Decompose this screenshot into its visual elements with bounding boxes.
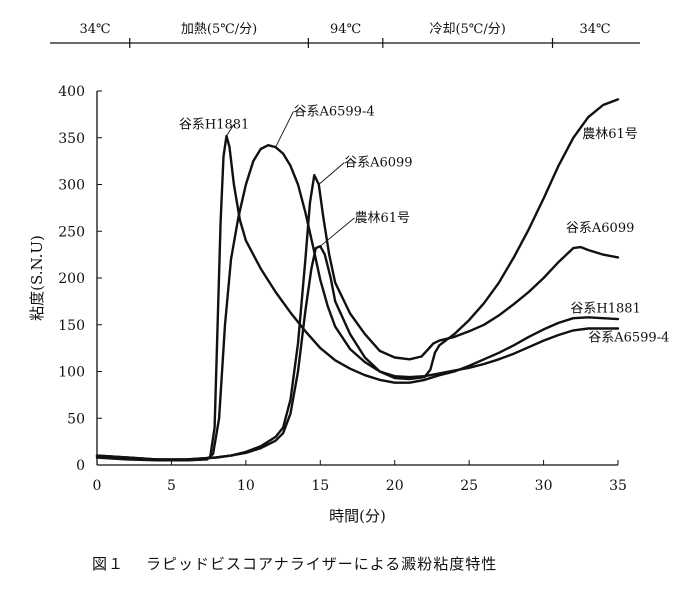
- series-line: [95, 98, 620, 461]
- axes: 0 50 100 150 200 250 300 350 400 0 5 10 15 20 25 30 35 時間…: [28, 84, 627, 525]
- x-tick-label: 30: [535, 478, 553, 494]
- y-tick-label: 400: [58, 84, 85, 100]
- x-tick-label: 10: [237, 478, 255, 494]
- y-tick-label: 300: [58, 178, 85, 194]
- x-axis-title: 時間(分): [329, 507, 386, 525]
- y-tick-label: 150: [58, 318, 85, 334]
- series-label: 農林61号: [355, 211, 411, 226]
- series-end-label: 谷系H1881: [570, 302, 640, 317]
- y-axis-title: 粘度(S.N.U): [28, 235, 46, 321]
- y-tick-label: 100: [58, 365, 85, 381]
- x-tick-label: 15: [311, 478, 329, 494]
- y-tick-label: 50: [67, 411, 85, 427]
- series-label-leader: [318, 162, 345, 185]
- figure-caption: 図１ ラピッドビスコアナライザーによる澱粉粘度特性: [92, 553, 497, 574]
- series-end-label: 谷系A6599-4: [588, 331, 669, 346]
- temperature-phase-label: 94℃: [330, 22, 361, 37]
- series-label-leader: [275, 111, 294, 148]
- viscosity-chart: 34℃ 加熱(5℃/分) 94℃ 冷却(5℃/分) 34℃ 05010015020025…: [28, 22, 669, 525]
- series-label-leader: [226, 124, 235, 137]
- series-line: [95, 143, 620, 462]
- temperature-phase-label: 34℃: [579, 22, 610, 37]
- series-label: 谷系H1881: [179, 117, 249, 132]
- x-tick-label: 5: [167, 478, 176, 494]
- caption-text: ラピッドビスコアナライザーによる澱粉粘度特性: [146, 555, 498, 573]
- temperature-program-bar: 34℃ 加熱(5℃/分) 94℃ 冷却(5℃/分) 34℃: [50, 22, 640, 48]
- temperature-phase-label: 冷却(5℃/分): [429, 22, 505, 37]
- temperature-phase-label: 加熱(5℃/分): [181, 22, 257, 37]
- series-end-label: 農林61号: [582, 127, 638, 142]
- x-tick-label: 0: [93, 478, 102, 494]
- x-tick-label: 35: [609, 478, 627, 494]
- series-line: [95, 134, 620, 462]
- series-label: 谷系A6099: [344, 156, 412, 171]
- caption-number: 図１: [92, 555, 125, 573]
- y-tick-label: 250: [58, 224, 85, 240]
- x-tick-label: 25: [460, 478, 478, 494]
- x-tick-label: 20: [386, 478, 404, 494]
- series-label-leader: [319, 217, 355, 247]
- series-labels: 谷系H1881 谷系H1881 谷系A6599-4 谷系A6599-4 谷系A6099 谷…: [179, 104, 669, 345]
- y-tick-label: 350: [58, 131, 85, 147]
- series-layer: [95, 98, 620, 462]
- series-line: [95, 173, 620, 461]
- y-tick-label: 0: [76, 458, 85, 474]
- series-end-label: 谷系A6099: [566, 221, 634, 236]
- temperature-phase-label: 34℃: [79, 22, 110, 37]
- y-tick-label: 200: [58, 271, 85, 287]
- series-label: 谷系A6599-4: [293, 104, 374, 119]
